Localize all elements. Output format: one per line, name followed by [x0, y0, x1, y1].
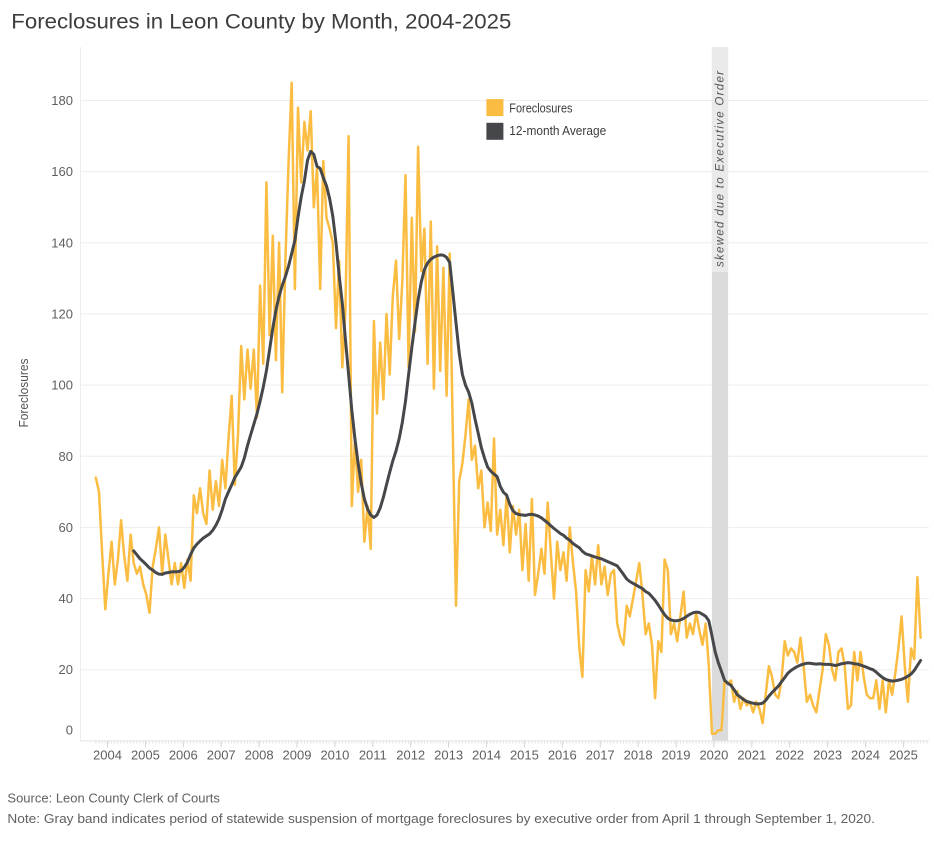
- svg-text:2017: 2017: [586, 748, 615, 763]
- svg-text:2009: 2009: [283, 748, 312, 763]
- svg-text:2021: 2021: [737, 748, 766, 763]
- svg-text:20: 20: [59, 662, 73, 677]
- svg-text:2022: 2022: [775, 748, 804, 763]
- svg-text:2014: 2014: [472, 748, 501, 763]
- svg-text:100: 100: [51, 378, 73, 393]
- svg-text:40: 40: [59, 591, 73, 606]
- svg-text:2006: 2006: [169, 748, 198, 763]
- svg-text:Foreclosures in Leon County by: Foreclosures in Leon County by Month, 20…: [11, 10, 511, 34]
- svg-text:2010: 2010: [320, 748, 349, 763]
- svg-text:60: 60: [59, 520, 73, 535]
- svg-text:2019: 2019: [662, 748, 691, 763]
- svg-text:Source: Leon County Clerk of C: Source: Leon County Clerk of Courts: [7, 791, 220, 806]
- svg-text:12-month Average: 12-month Average: [509, 123, 606, 138]
- svg-text:2018: 2018: [624, 748, 653, 763]
- svg-text:Foreclosures: Foreclosures: [16, 358, 31, 427]
- svg-text:2024: 2024: [851, 748, 880, 763]
- svg-text:140: 140: [51, 235, 73, 250]
- svg-text:2013: 2013: [434, 748, 463, 763]
- svg-text:2025: 2025: [889, 748, 918, 763]
- svg-text:2023: 2023: [813, 748, 842, 763]
- svg-text:2020: 2020: [699, 748, 728, 763]
- svg-text:Note: Gray band indicates peri: Note: Gray band indicates period of stat…: [7, 811, 875, 826]
- svg-text:2007: 2007: [207, 748, 236, 763]
- svg-text:80: 80: [59, 449, 73, 464]
- svg-text:0: 0: [66, 723, 73, 738]
- svg-text:skewed due to Executive Order: skewed due to Executive Order: [715, 70, 727, 267]
- svg-text:160: 160: [51, 164, 73, 179]
- svg-text:120: 120: [51, 307, 73, 322]
- svg-text:2005: 2005: [131, 748, 160, 763]
- svg-text:2015: 2015: [510, 748, 539, 763]
- svg-text:2011: 2011: [359, 748, 387, 763]
- svg-text:2016: 2016: [548, 748, 577, 763]
- svg-text:Foreclosures: Foreclosures: [509, 101, 573, 116]
- svg-text:2008: 2008: [245, 748, 274, 763]
- svg-text:180: 180: [51, 93, 73, 108]
- svg-text:2012: 2012: [396, 748, 425, 763]
- svg-text:2004: 2004: [93, 748, 122, 763]
